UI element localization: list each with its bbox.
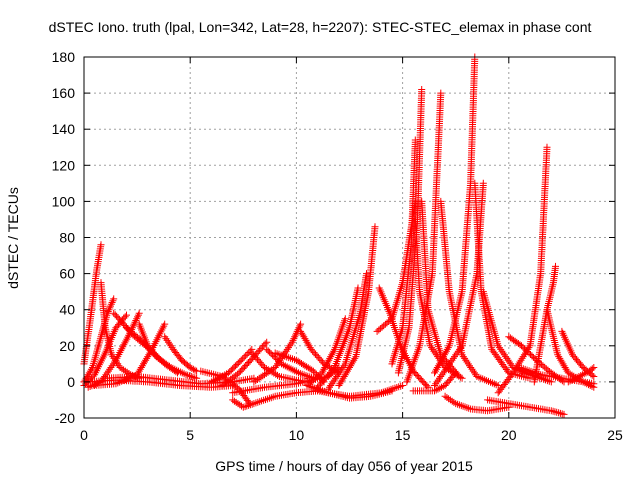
- y-tick-label: 100: [52, 193, 76, 209]
- dstec-arc: [314, 284, 362, 391]
- x-tick-label: 25: [607, 427, 623, 443]
- plus-markers: [494, 143, 551, 397]
- x-tick-label: 20: [501, 427, 517, 443]
- plus-markers: [314, 284, 362, 391]
- plus-markers: [161, 333, 201, 375]
- dstec-arc: [409, 369, 460, 395]
- plus-markers: [229, 387, 322, 411]
- plus-markers: [441, 392, 513, 415]
- y-tick-label: 20: [59, 338, 75, 354]
- data-series: [80, 53, 598, 418]
- y-axis-title: dSTEC / TECUs: [5, 187, 21, 289]
- dstec-arc: [218, 338, 271, 389]
- dstec-arc: [484, 396, 568, 418]
- axis-ticks: 0 5 10 15 20 25 -20 0 20 40 60 80 100 120 140 160 180: [52, 49, 623, 443]
- plus-markers: [207, 345, 256, 386]
- plus-markers: [409, 369, 460, 395]
- plus-markers: [564, 364, 598, 386]
- plus-markers: [403, 89, 445, 386]
- y-tick-label: 180: [52, 49, 76, 65]
- plus-markers: [314, 382, 407, 400]
- dstec-arc: [441, 392, 513, 415]
- x-tick-label: 10: [289, 427, 305, 443]
- dstec-arc: [207, 345, 256, 386]
- plus-markers: [388, 136, 419, 368]
- dstec-arc: [394, 86, 426, 377]
- y-tick-label: 140: [52, 121, 76, 137]
- dstec-arc: [324, 270, 370, 393]
- dstec-arc: [263, 345, 317, 382]
- y-tick-label: -20: [55, 410, 75, 426]
- plus-markers: [484, 396, 568, 418]
- plus-markers: [431, 179, 487, 389]
- y-tick-label: 60: [59, 266, 75, 282]
- dstec-arc: [161, 333, 201, 375]
- dstec-arc: [335, 223, 379, 389]
- dstec-arc: [431, 179, 487, 389]
- y-tick-label: 0: [67, 374, 75, 390]
- dstec-arc: [564, 364, 598, 386]
- dstec-arc: [388, 136, 419, 368]
- plus-markers: [335, 223, 379, 389]
- x-tick-label: 5: [186, 427, 194, 443]
- x-tick-label: 0: [80, 427, 88, 443]
- plus-markers: [431, 53, 479, 377]
- x-tick-label: 15: [395, 427, 411, 443]
- plus-markers: [263, 345, 317, 382]
- dstec-arc: [431, 53, 479, 377]
- y-tick-label: 160: [52, 85, 76, 101]
- dstec-arc: [403, 89, 445, 386]
- y-tick-label: 120: [52, 157, 76, 173]
- dstec-arc: [314, 382, 407, 400]
- dstec-arc: [229, 387, 322, 411]
- x-axis-title: GPS time / hours of day 056 of year 2015: [215, 458, 473, 474]
- y-tick-label: 80: [59, 230, 75, 246]
- chart-title: dSTEC Iono. truth (lpal, Lon=342, Lat=28…: [49, 19, 592, 35]
- plus-markers: [218, 338, 271, 389]
- plus-markers: [324, 270, 370, 393]
- plus-markers: [394, 86, 426, 377]
- dstec-arc: [494, 143, 551, 397]
- y-tick-label: 40: [59, 302, 75, 318]
